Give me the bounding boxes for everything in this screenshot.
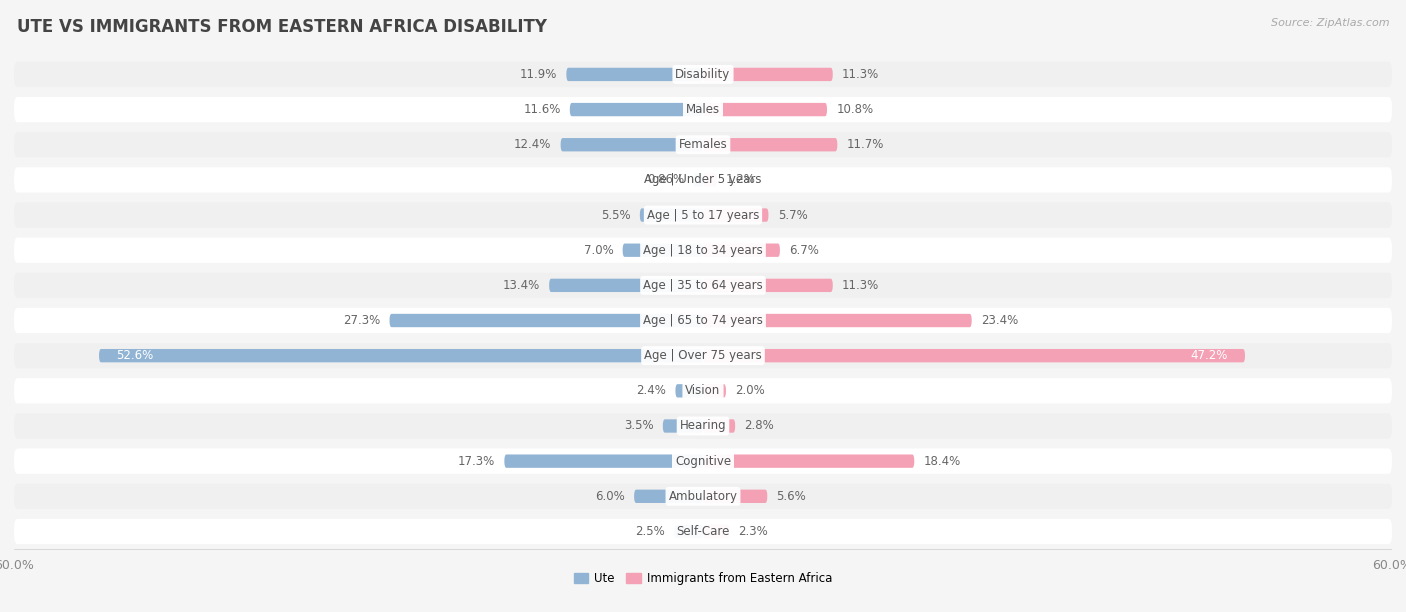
Text: 5.5%: 5.5% bbox=[600, 209, 631, 222]
FancyBboxPatch shape bbox=[389, 314, 703, 327]
FancyBboxPatch shape bbox=[14, 167, 1392, 193]
FancyBboxPatch shape bbox=[693, 173, 703, 187]
FancyBboxPatch shape bbox=[703, 278, 832, 292]
FancyBboxPatch shape bbox=[14, 132, 1392, 157]
FancyBboxPatch shape bbox=[14, 449, 1392, 474]
FancyBboxPatch shape bbox=[634, 490, 703, 503]
Text: 23.4%: 23.4% bbox=[981, 314, 1018, 327]
Text: Males: Males bbox=[686, 103, 720, 116]
Text: Age | 18 to 34 years: Age | 18 to 34 years bbox=[643, 244, 763, 256]
Text: 3.5%: 3.5% bbox=[624, 419, 654, 433]
Text: 2.0%: 2.0% bbox=[735, 384, 765, 397]
FancyBboxPatch shape bbox=[14, 237, 1392, 263]
Text: 5.7%: 5.7% bbox=[778, 209, 807, 222]
Text: Age | 5 to 17 years: Age | 5 to 17 years bbox=[647, 209, 759, 222]
Text: 6.7%: 6.7% bbox=[789, 244, 818, 256]
Text: 11.6%: 11.6% bbox=[523, 103, 561, 116]
Text: Females: Females bbox=[679, 138, 727, 151]
FancyBboxPatch shape bbox=[703, 419, 735, 433]
FancyBboxPatch shape bbox=[703, 384, 725, 398]
FancyBboxPatch shape bbox=[569, 103, 703, 116]
Text: Self-Care: Self-Care bbox=[676, 525, 730, 538]
Text: Vision: Vision bbox=[685, 384, 721, 397]
FancyBboxPatch shape bbox=[703, 68, 832, 81]
FancyBboxPatch shape bbox=[703, 349, 1244, 362]
FancyBboxPatch shape bbox=[567, 68, 703, 81]
Text: 12.4%: 12.4% bbox=[515, 138, 551, 151]
Text: 2.4%: 2.4% bbox=[637, 384, 666, 397]
FancyBboxPatch shape bbox=[14, 483, 1392, 509]
FancyBboxPatch shape bbox=[703, 173, 717, 187]
Text: Age | Under 5 years: Age | Under 5 years bbox=[644, 173, 762, 187]
Text: 18.4%: 18.4% bbox=[924, 455, 960, 468]
Text: Hearing: Hearing bbox=[679, 419, 727, 433]
Text: Age | Over 75 years: Age | Over 75 years bbox=[644, 349, 762, 362]
Text: Age | 65 to 74 years: Age | 65 to 74 years bbox=[643, 314, 763, 327]
Text: 11.3%: 11.3% bbox=[842, 279, 879, 292]
Text: 13.4%: 13.4% bbox=[503, 279, 540, 292]
FancyBboxPatch shape bbox=[14, 97, 1392, 122]
FancyBboxPatch shape bbox=[640, 208, 703, 222]
FancyBboxPatch shape bbox=[14, 378, 1392, 403]
Text: 11.3%: 11.3% bbox=[842, 68, 879, 81]
Text: 10.8%: 10.8% bbox=[837, 103, 873, 116]
FancyBboxPatch shape bbox=[14, 203, 1392, 228]
FancyBboxPatch shape bbox=[14, 308, 1392, 333]
FancyBboxPatch shape bbox=[14, 519, 1392, 544]
FancyBboxPatch shape bbox=[703, 208, 769, 222]
Text: Age | 35 to 64 years: Age | 35 to 64 years bbox=[643, 279, 763, 292]
FancyBboxPatch shape bbox=[14, 273, 1392, 298]
Text: 1.2%: 1.2% bbox=[725, 173, 756, 187]
FancyBboxPatch shape bbox=[14, 343, 1392, 368]
Text: Cognitive: Cognitive bbox=[675, 455, 731, 468]
Text: 2.8%: 2.8% bbox=[744, 419, 775, 433]
FancyBboxPatch shape bbox=[623, 244, 703, 257]
Text: 2.3%: 2.3% bbox=[738, 525, 768, 538]
Text: Source: ZipAtlas.com: Source: ZipAtlas.com bbox=[1271, 18, 1389, 28]
Text: 5.6%: 5.6% bbox=[776, 490, 806, 503]
FancyBboxPatch shape bbox=[662, 419, 703, 433]
FancyBboxPatch shape bbox=[675, 384, 703, 398]
FancyBboxPatch shape bbox=[703, 455, 914, 468]
FancyBboxPatch shape bbox=[703, 103, 827, 116]
Text: Ambulatory: Ambulatory bbox=[668, 490, 738, 503]
FancyBboxPatch shape bbox=[14, 413, 1392, 439]
FancyBboxPatch shape bbox=[703, 314, 972, 327]
Text: 2.5%: 2.5% bbox=[636, 525, 665, 538]
Text: 52.6%: 52.6% bbox=[117, 349, 153, 362]
FancyBboxPatch shape bbox=[98, 349, 703, 362]
FancyBboxPatch shape bbox=[561, 138, 703, 151]
Text: 27.3%: 27.3% bbox=[343, 314, 381, 327]
Text: 7.0%: 7.0% bbox=[583, 244, 613, 256]
Text: 17.3%: 17.3% bbox=[458, 455, 495, 468]
Text: 0.86%: 0.86% bbox=[647, 173, 683, 187]
FancyBboxPatch shape bbox=[703, 138, 838, 151]
Text: UTE VS IMMIGRANTS FROM EASTERN AFRICA DISABILITY: UTE VS IMMIGRANTS FROM EASTERN AFRICA DI… bbox=[17, 18, 547, 36]
Text: 11.7%: 11.7% bbox=[846, 138, 884, 151]
FancyBboxPatch shape bbox=[550, 278, 703, 292]
FancyBboxPatch shape bbox=[675, 524, 703, 538]
FancyBboxPatch shape bbox=[703, 244, 780, 257]
Legend: Ute, Immigrants from Eastern Africa: Ute, Immigrants from Eastern Africa bbox=[569, 567, 837, 589]
FancyBboxPatch shape bbox=[14, 62, 1392, 87]
FancyBboxPatch shape bbox=[703, 524, 730, 538]
FancyBboxPatch shape bbox=[505, 455, 703, 468]
FancyBboxPatch shape bbox=[703, 490, 768, 503]
Text: 11.9%: 11.9% bbox=[520, 68, 557, 81]
Text: Disability: Disability bbox=[675, 68, 731, 81]
Text: 6.0%: 6.0% bbox=[595, 490, 624, 503]
Text: 47.2%: 47.2% bbox=[1191, 349, 1227, 362]
